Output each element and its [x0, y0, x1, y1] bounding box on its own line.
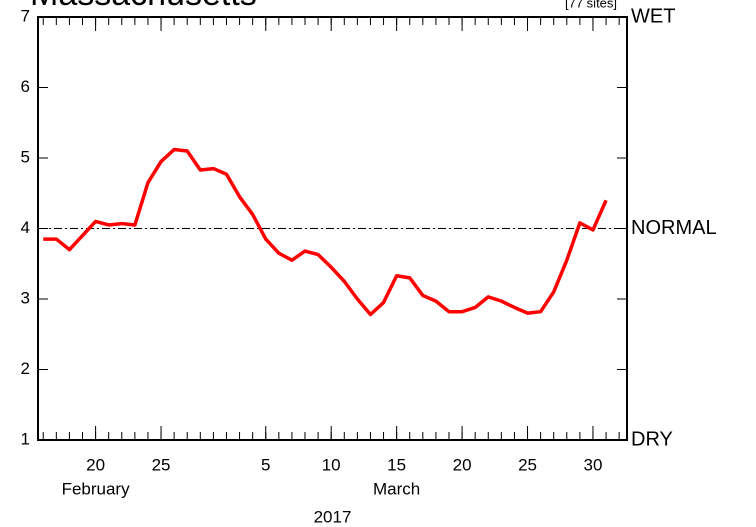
x-tick-label: 30	[584, 455, 603, 474]
side-label: WET	[631, 5, 675, 27]
x-tick-label: 25	[518, 455, 537, 474]
y-tick-label: 7	[21, 6, 30, 25]
y-tick-label: 3	[21, 288, 30, 307]
x-tick-label: 20	[86, 455, 105, 474]
y-tick-label: 6	[21, 77, 30, 96]
y-tick-label: 5	[21, 147, 30, 166]
x-tick-label: 5	[261, 455, 270, 474]
subtitle: [77 sites]	[565, 0, 617, 10]
month-label: March	[373, 479, 420, 498]
x-tick-label: 20	[453, 455, 472, 474]
year-label: 2017	[314, 507, 352, 526]
data-line	[43, 147, 608, 317]
chart-title: Massachusetts	[30, 0, 257, 13]
y-tick-label: 2	[21, 359, 30, 378]
month-label: February	[62, 479, 131, 498]
y-tick-label: 1	[21, 429, 30, 448]
x-tick-label: 10	[322, 455, 341, 474]
x-tick-label: 15	[387, 455, 406, 474]
side-label: NORMAL	[631, 217, 717, 239]
y-tick-label: 4	[21, 218, 30, 237]
side-label: DRY	[631, 428, 673, 450]
x-tick-label: 25	[152, 455, 171, 474]
